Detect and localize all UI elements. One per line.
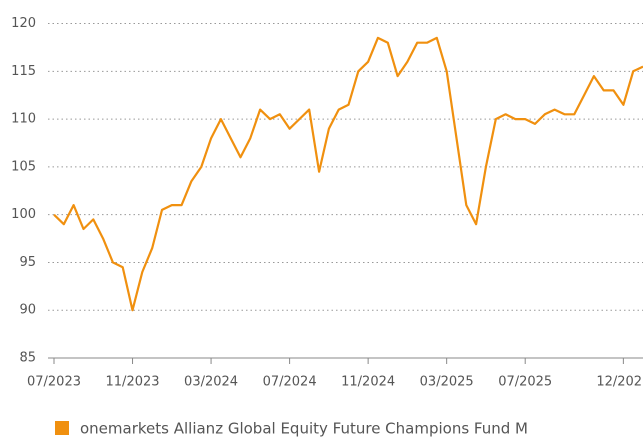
x-tick-label: 07/2023 — [27, 375, 81, 390]
y-tick-label: 85 — [19, 351, 36, 366]
y-tick-label: 100 — [11, 207, 36, 222]
y-tick-label: 120 — [11, 16, 36, 31]
x-tick-label: 03/2024 — [184, 375, 238, 390]
y-tick-label: 110 — [11, 112, 36, 127]
legend-label: onemarkets Allianz Global Equity Future … — [80, 420, 528, 438]
line — [53, 36, 643, 312]
legend-swatch — [55, 421, 69, 435]
x-tick-label: 11/2023 — [106, 375, 160, 390]
x-tick-label: 07/2024 — [263, 375, 317, 390]
x-tick-label: 11/2024 — [341, 375, 395, 390]
x-tick-label: 03/2025 — [420, 375, 474, 390]
y-tick-label: 95 — [19, 255, 36, 270]
x-tick-label: 12/2025 — [596, 375, 643, 390]
y-tick-label: 105 — [11, 159, 36, 174]
x-tick-label: 07/2025 — [498, 375, 552, 390]
y-tick-label: 90 — [19, 303, 36, 318]
y-tick-label: 115 — [11, 64, 36, 79]
